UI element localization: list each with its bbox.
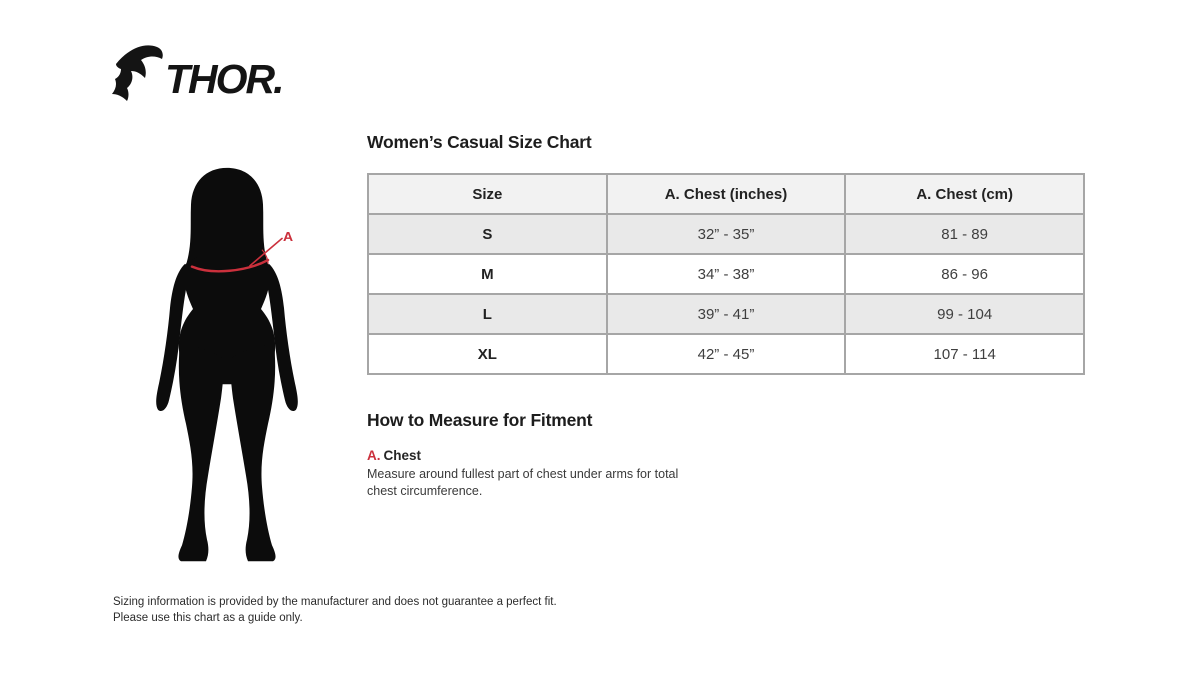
woman-silhouette-figure: A: [156, 167, 298, 562]
chest-in-cell: 42” - 45”: [605, 333, 847, 375]
chest-cm-cell: 99 - 104: [844, 293, 1085, 335]
disclaimer: Sizing information is provided by the ma…: [113, 595, 557, 626]
size-cell: L: [367, 293, 608, 335]
chest-in-cell: 39” - 41”: [605, 293, 847, 335]
table-header-row: Size A. Chest (inches) A. Chest (cm): [367, 173, 1085, 215]
table-row: S 32” - 35” 81 - 89: [367, 213, 1085, 255]
thor-goat-icon: [112, 45, 163, 101]
size-cell: S: [367, 213, 608, 255]
table-row: M 34” - 38” 86 - 96: [367, 253, 1085, 295]
size-cell: XL: [367, 333, 608, 375]
logo-brand-text: THOR.: [165, 56, 283, 102]
chest-cm-cell: 86 - 96: [844, 253, 1085, 295]
chest-cm-cell: 81 - 89: [844, 213, 1085, 255]
measure-item-chest: A. Chest Measure around fullest part of c…: [367, 448, 1085, 500]
table-row: XL 42” - 45” 107 - 114: [367, 333, 1085, 375]
chest-in-cell: 34” - 38”: [605, 253, 847, 295]
chest-cm-cell: 107 - 114: [844, 333, 1085, 375]
size-chart-table: Size A. Chest (inches) A. Chest (cm) S 3…: [367, 173, 1085, 375]
disclaimer-line-2: Please use this chart as a guide only.: [113, 611, 303, 624]
column-header-size: Size: [367, 173, 608, 215]
column-header-cm: A. Chest (cm): [844, 173, 1085, 215]
measure-key-letter: A.: [367, 448, 381, 463]
chest-in-cell: 32” - 35”: [605, 213, 847, 255]
size-chart-section: Women’s Casual Size Chart Size A. Chest …: [367, 132, 1085, 500]
how-to-measure-title: How to Measure for Fitment: [367, 410, 593, 430]
measure-label-text: Chest: [383, 448, 422, 463]
chest-annotation-label: A: [283, 230, 293, 245]
size-cell: M: [367, 253, 608, 295]
disclaimer-line-1: Sizing information is provided by the ma…: [113, 596, 557, 608]
silhouette-shape: [156, 167, 298, 562]
column-header-inches: A. Chest (inches): [605, 173, 847, 215]
measure-item-label: A. Chest: [367, 448, 1085, 463]
size-chart-title: Women’s Casual Size Chart: [367, 132, 592, 152]
chest-measurement-line: [190, 237, 283, 273]
table-row: L 39” - 41” 99 - 104: [367, 293, 1085, 335]
measure-item-description: Measure around fullest part of chest und…: [367, 467, 679, 498]
thor-logo: THOR.: [112, 45, 285, 102]
